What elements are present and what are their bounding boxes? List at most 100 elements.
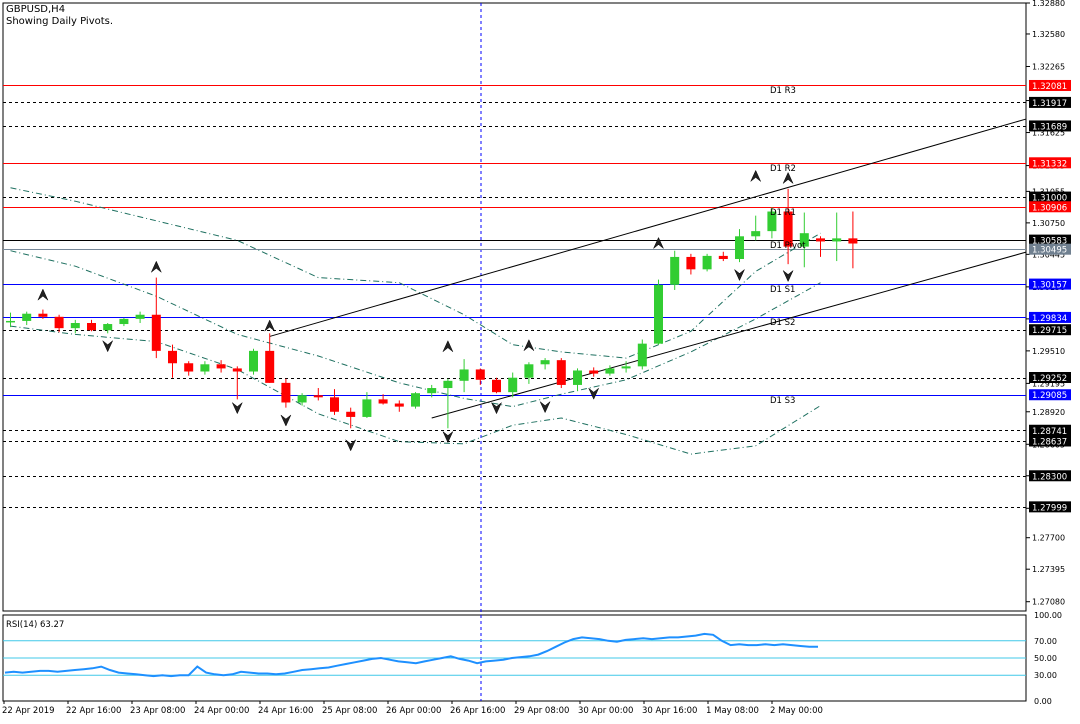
candle-body (38, 313, 48, 317)
price-label-box (1029, 278, 1071, 290)
price-label-box (1029, 311, 1071, 323)
candle-body (427, 388, 437, 394)
candle-body (848, 238, 858, 244)
candle-body (103, 324, 113, 331)
price-label-box (1029, 470, 1071, 482)
price-label-box (1029, 191, 1071, 203)
candle-body (475, 369, 485, 380)
candle-body (670, 256, 680, 285)
price-label-box (1029, 324, 1071, 336)
candle-body (589, 370, 599, 374)
price-label-box (1029, 389, 1071, 401)
fractal-down-arrow (734, 269, 745, 282)
fractal-down-arrow (345, 439, 356, 452)
candle-body (70, 323, 80, 329)
candle-body (87, 323, 96, 331)
time-axis-tick-label: 1 May 08:00 (706, 706, 759, 716)
rsi-label: RSI(14) 63.27 (6, 620, 64, 630)
price-label-text: 1.31000 (1032, 194, 1067, 204)
price-label-box (1029, 96, 1071, 108)
pivot-label: D1 R1 (770, 208, 796, 218)
price-axis-tick-label: 1.29195 (1032, 379, 1065, 388)
bollinger-lower-line (10, 325, 821, 455)
time-axis-tick-label: 29 Apr 08:00 (514, 706, 569, 716)
price-label-text: 1.30495 (1032, 246, 1067, 256)
candle-body (411, 393, 420, 407)
candle-body (297, 395, 307, 403)
price-axis-tick-label: 1.28920 (1032, 408, 1065, 417)
symbol-label: GBPUSD,H4 (6, 4, 66, 15)
price-label-text: 1.32081 (1032, 82, 1067, 92)
price-label-text: 1.29085 (1032, 391, 1067, 401)
candle-body (265, 350, 275, 383)
candle-body (799, 233, 809, 247)
price-label-box (1029, 120, 1071, 132)
time-axis-tick-label: 25 Apr 08:00 (322, 706, 377, 716)
price-label-text: 1.31917 (1032, 99, 1067, 109)
price-label-box (1029, 501, 1071, 513)
candle-body (216, 364, 226, 369)
candle-body (702, 255, 712, 270)
candle-body (605, 368, 615, 374)
candle-body (816, 238, 825, 242)
time-axis-tick-label: 24 Apr 00:00 (194, 706, 249, 716)
rsi-axis-tick-label: 0.00 (1034, 697, 1052, 706)
price-axis-tick-label: 1.32880 (1032, 0, 1065, 8)
rsi-axis-tick-label: 50.00 (1034, 654, 1057, 663)
price-axis-tick-label: 1.30445 (1032, 250, 1065, 259)
fractal-down-arrow (102, 340, 113, 353)
pivot-label: D1 Pivot (770, 241, 806, 251)
candle-body (168, 350, 177, 364)
time-axis-tick-label: 22 Apr 16:00 (66, 706, 121, 716)
price-label-text: 1.29715 (1032, 326, 1067, 336)
candle-body (637, 343, 647, 367)
fractal-up-arrow (653, 236, 664, 249)
candle-body (524, 364, 534, 378)
candle-body (459, 369, 469, 381)
fractal-down-arrow (491, 402, 502, 415)
rsi-axis-tick-label: 70.00 (1034, 637, 1057, 646)
time-axis-tick-label: 22 Apr 2019 (2, 706, 55, 716)
candle-body (151, 314, 161, 351)
price-label-box (1029, 424, 1071, 436)
candle-body (200, 364, 210, 372)
price-label-box (1029, 372, 1071, 384)
price-label-text: 1.29834 (1032, 314, 1067, 324)
fractal-up-arrow (151, 260, 162, 273)
fractal-down-arrow (232, 402, 243, 415)
price-label-box (1029, 79, 1071, 91)
candle-body (735, 236, 744, 259)
indicator-caption: Showing Daily Pivots. (6, 16, 114, 27)
price-label-text: 1.31332 (1032, 159, 1067, 169)
candle-body (654, 284, 663, 344)
candle-body (184, 363, 194, 372)
candle-body (54, 316, 64, 329)
rsi-axis-tick-label: 30.00 (1034, 671, 1057, 680)
fractal-up-arrow (782, 171, 794, 184)
pivot-label: D1 R2 (770, 164, 796, 174)
bollinger-middle-line (10, 250, 821, 408)
candle-body (556, 360, 566, 385)
fractal-up-arrow (442, 340, 454, 352)
candle-body (508, 377, 518, 393)
time-axis-tick-label: 26 Apr 16:00 (450, 706, 505, 716)
candle-body (22, 313, 32, 321)
candle-body (394, 403, 404, 407)
candle-body (281, 382, 291, 403)
price-label-text: 1.30157 (1032, 281, 1067, 291)
candle-body (362, 399, 372, 417)
candle-body (119, 318, 129, 325)
candle-body (313, 395, 323, 398)
fractal-down-arrow (588, 387, 599, 400)
rsi-axis-tick-label: 100.00 (1034, 611, 1062, 620)
price-label-text: 1.28637 (1032, 437, 1067, 447)
price-label-text: 1.27999 (1032, 503, 1067, 513)
price-label-text: 1.30906 (1032, 203, 1067, 213)
pivot-label: D1 S2 (770, 318, 795, 328)
time-axis-tick-label: 26 Apr 00:00 (386, 706, 441, 716)
price-axis-tick-label: 1.27395 (1032, 565, 1065, 574)
fractal-up-arrow (37, 288, 49, 301)
channel-line (431, 251, 1027, 419)
